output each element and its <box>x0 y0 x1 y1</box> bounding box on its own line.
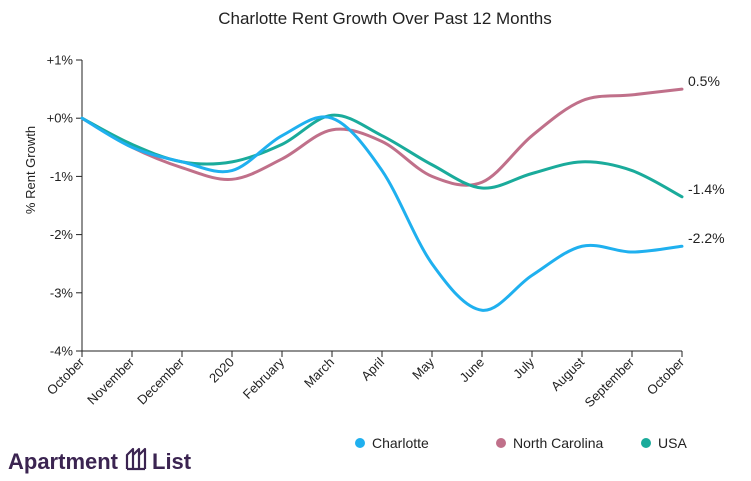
legend-swatch-charlotte <box>355 438 365 448</box>
series-line-charlotte <box>80 115 684 312</box>
legend-swatch-usa <box>641 438 651 448</box>
x-tick-label: November <box>84 354 137 407</box>
x-tick-label: December <box>134 354 187 407</box>
x-tick-label: February <box>240 354 288 402</box>
logo-text-left: Apartment <box>8 449 119 474</box>
end-label-north-carolina: 0.5% <box>688 73 720 89</box>
legend-item-charlotte[interactable]: Charlotte <box>355 435 429 451</box>
chart-title: Charlotte Rent Growth Over Past 12 Month… <box>218 9 552 28</box>
axes: +1%+0%-1%-2%-3%-4%OctoberNovemberDecembe… <box>44 53 688 411</box>
y-tick-label: -2% <box>50 227 74 242</box>
x-tick-label: July <box>510 354 537 381</box>
legend-swatch-north-carolina <box>496 438 506 448</box>
legend-label-charlotte: Charlotte <box>372 435 429 451</box>
y-axis-label: % Rent Growth <box>23 126 38 214</box>
logo-mark-icon <box>125 447 147 471</box>
legend-label-north-carolina: North Carolina <box>513 435 603 451</box>
legend-item-usa[interactable]: USA <box>641 435 687 451</box>
x-tick-label: April <box>358 354 387 383</box>
legend-item-north-carolina[interactable]: North Carolina <box>496 435 603 451</box>
logo-text-right: List <box>152 449 192 474</box>
y-tick-label: +0% <box>47 111 74 126</box>
series-line-north-carolina <box>80 87 684 187</box>
x-tick-label: August <box>548 354 587 393</box>
x-tick-label: October <box>644 354 688 398</box>
x-tick-label: 2020 <box>206 355 237 386</box>
apartment-list-logo: Apartment List <box>8 447 192 474</box>
x-tick-label: October <box>44 354 88 398</box>
end-label-usa: -1.4% <box>688 181 725 197</box>
end-label-charlotte: -2.2% <box>688 230 725 246</box>
series-group: 0.5% -1.4% -2.2% <box>80 73 725 312</box>
x-tick-label: March <box>301 355 337 391</box>
x-tick-label: June <box>457 355 488 386</box>
y-tick-label: -1% <box>50 169 74 184</box>
y-tick-label: +1% <box>47 53 74 68</box>
x-tick-label: May <box>409 354 437 382</box>
series-line-usa <box>80 113 684 199</box>
legend-label-usa: USA <box>658 435 687 451</box>
legend: Charlotte North Carolina USA <box>355 435 687 451</box>
y-tick-label: -4% <box>50 344 74 359</box>
x-tick-label: September <box>582 354 638 410</box>
y-tick-label: -3% <box>50 285 74 300</box>
